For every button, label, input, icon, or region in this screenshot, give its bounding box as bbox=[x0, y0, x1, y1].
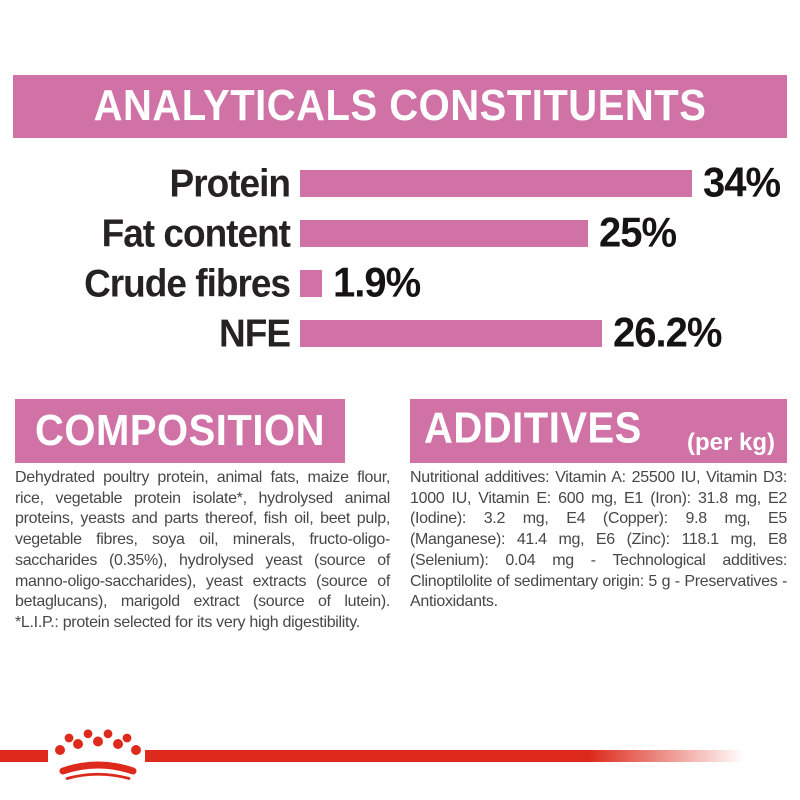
bar-label-protein: Protein bbox=[169, 161, 291, 205]
analyticals-constituents-title: ANALYTICALS CONSTITUENTS bbox=[93, 82, 707, 130]
chart-row-crude-fibres: Crude fibres 1.9% bbox=[0, 258, 800, 308]
bar-value-fat-content: 25% bbox=[599, 209, 677, 257]
royal-canin-crown-icon bbox=[55, 729, 141, 780]
bar-value-protein: 34% bbox=[703, 159, 781, 207]
bar-label-crude-fibres: Crude fibres bbox=[84, 261, 291, 305]
bar-group-nfe: 26.2% bbox=[300, 309, 722, 357]
footer-rule-left bbox=[0, 750, 48, 762]
bar-fat-content bbox=[300, 219, 588, 247]
bar-value-nfe: 26.2% bbox=[613, 309, 722, 357]
bar-label-fat-content: Fat content bbox=[101, 211, 291, 255]
additives-body: Nutritional additives: Vitamin A: 25500 … bbox=[410, 469, 787, 611]
bar-group-fat-content: 25% bbox=[300, 209, 677, 257]
chart-row-protein: Protein 34% bbox=[0, 158, 800, 208]
bar-nfe bbox=[300, 319, 602, 347]
bar-group-crude-fibres: 1.9% bbox=[300, 259, 421, 307]
additives-title: ADDITIVES bbox=[424, 404, 642, 453]
footer-rule-right bbox=[145, 750, 745, 762]
composition-title: COMPOSITION bbox=[35, 406, 325, 455]
bar-label-nfe: NFE bbox=[219, 311, 291, 355]
bar-group-protein: 34% bbox=[300, 159, 781, 207]
analytical-constituents-chart: Protein 34% Fat content 25% Crude fibres… bbox=[0, 158, 800, 358]
bar-crude-fibres bbox=[300, 269, 322, 297]
chart-row-fat-content: Fat content 25% bbox=[0, 208, 800, 258]
composition-banner: COMPOSITION bbox=[15, 399, 345, 463]
composition-body: Dehydrated poultry protein, animal fats,… bbox=[15, 469, 390, 631]
additives-per-kg-label: (per kg) bbox=[686, 429, 775, 456]
analyticals-constituents-banner: ANALYTICALS CONSTITUENTS bbox=[13, 75, 787, 138]
bar-value-crude-fibres: 1.9% bbox=[333, 259, 421, 307]
additives-banner: ADDITIVES (per kg) bbox=[410, 399, 787, 463]
chart-row-nfe: NFE 26.2% bbox=[0, 308, 800, 358]
bar-protein bbox=[300, 169, 692, 197]
